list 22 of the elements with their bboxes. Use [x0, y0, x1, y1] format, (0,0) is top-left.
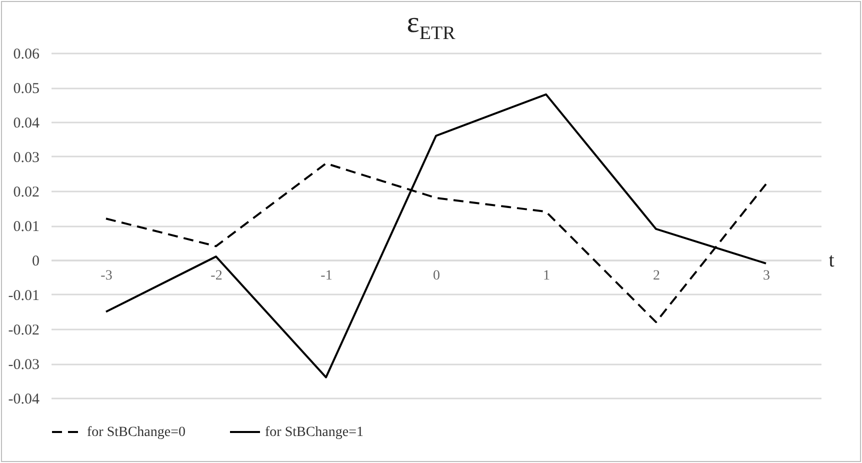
y-tick-label: 0.03: [13, 150, 40, 166]
x-tick-label: 3: [763, 268, 770, 284]
x-tick-label: 0: [433, 268, 440, 284]
y-tick-label: -0.02: [8, 322, 40, 338]
x-tick-label: -2: [210, 268, 222, 284]
x-tick-label: -1: [320, 268, 332, 284]
x-tick-label: 2: [653, 268, 660, 284]
x-axis-title: t: [828, 250, 835, 272]
y-tick-label: 0: [32, 254, 40, 270]
y-tick-label: -0.01: [8, 288, 40, 304]
y-tick-label: 0.05: [13, 81, 40, 97]
legend-label: for StBChange=1: [265, 425, 364, 440]
y-tick-label: 0.04: [13, 116, 40, 132]
x-tick-label: 1: [543, 268, 550, 284]
legend-label: for StBChange=0: [87, 425, 186, 440]
y-tick-label: -0.03: [8, 357, 40, 373]
y-tick-label: 0.02: [13, 184, 40, 200]
y-tick-label: 0.01: [13, 219, 40, 235]
y-tick-label: 0.06: [13, 46, 40, 62]
x-tick-label: -3: [100, 268, 112, 284]
chart-title: ε$_{ETR}$: [406, 6, 456, 46]
y-tick-label: -0.04: [8, 392, 40, 408]
